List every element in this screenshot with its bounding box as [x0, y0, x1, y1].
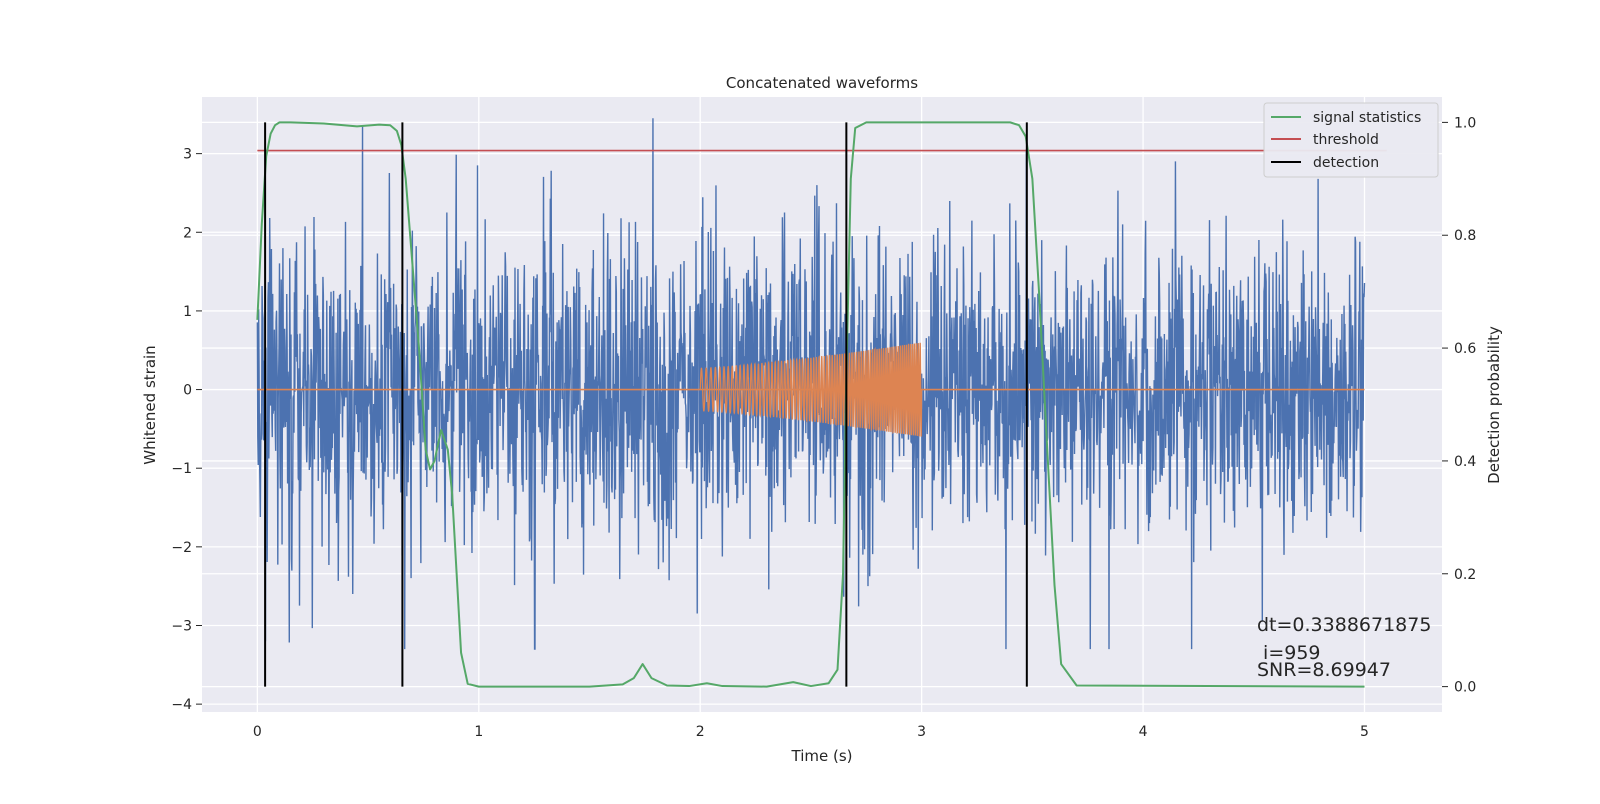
x-ticks: 0 1 2 3 4 5 — [253, 724, 1369, 740]
y-right-tick-label: 0.0 — [1454, 680, 1476, 696]
series-chirp — [257, 342, 1365, 437]
chirp-line — [699, 342, 923, 437]
x-tick-label: 2 — [696, 724, 705, 740]
legend-box — [1263, 102, 1439, 178]
x-axis-label: Time (s) — [791, 747, 853, 765]
series-detection — [264, 122, 1028, 687]
y-right-tick-label: 0.2 — [1454, 567, 1476, 583]
y-right-tick-label: 1.0 — [1454, 115, 1476, 131]
y-right-axis-label: Detection probability — [1485, 326, 1503, 484]
x-tick-label: 3 — [917, 724, 926, 740]
y-left-tick-label: 2 — [183, 225, 192, 241]
annotation-snr: SNR=8.69947 — [1257, 659, 1391, 681]
x-tick-label: 4 — [1139, 724, 1148, 740]
legend-label-signal-statistics: signal statistics — [1313, 110, 1421, 126]
y-left-ticks: −4 −3 −2 −1 0 1 2 3 — [171, 147, 202, 713]
y-right-tick-label: 0.6 — [1454, 341, 1476, 357]
y-left-tick-label: −2 — [171, 540, 192, 556]
y-left-tick-label: −3 — [171, 618, 192, 634]
legend-label-detection: detection — [1313, 155, 1379, 171]
annotation-dt: dt=0.3388671875 — [1257, 614, 1431, 636]
y-left-tick-label: 3 — [183, 147, 192, 163]
signal-statistics-line — [256, 121, 1365, 688]
y-left-tick-label: −4 — [171, 697, 192, 713]
chart-title: Concatenated waveforms — [726, 74, 918, 92]
y-right-tick-label: 0.8 — [1454, 228, 1476, 244]
y-left-tick-label: 0 — [183, 383, 192, 399]
series-signal-statistics — [256, 121, 1365, 688]
annotations: dt=0.3388671875 i=959 SNR=8.69947 — [1257, 614, 1431, 681]
y-left-axis-label: Whitened strain — [141, 345, 159, 464]
y-right-tick-label: 0.4 — [1454, 454, 1476, 470]
legend: signal statistics threshold detection — [1263, 102, 1439, 178]
y-right-ticks: 0.0 0.2 0.4 0.6 0.8 1.0 — [1442, 115, 1476, 696]
legend-label-threshold: threshold — [1313, 132, 1379, 148]
x-tick-label: 5 — [1360, 724, 1369, 740]
annotation-i: i=959 — [1257, 642, 1321, 664]
x-tick-label: 1 — [474, 724, 483, 740]
y-left-tick-label: 1 — [183, 304, 192, 320]
y-left-tick-label: −1 — [171, 461, 192, 477]
x-tick-label: 0 — [253, 724, 262, 740]
